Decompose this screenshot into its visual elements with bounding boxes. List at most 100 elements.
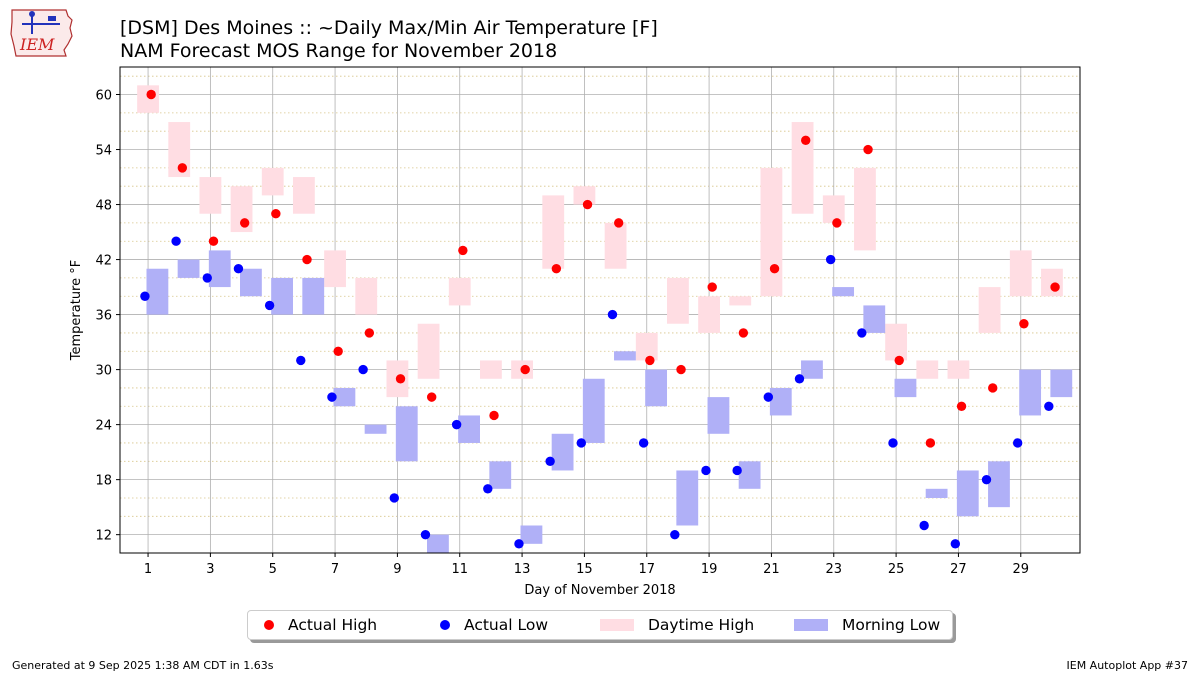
x-tick-label: 27 bbox=[950, 562, 967, 577]
actual-low-point bbox=[607, 309, 618, 320]
morning-low-bar bbox=[925, 488, 948, 498]
actual-low-point bbox=[233, 264, 244, 274]
morning-low-bar bbox=[520, 525, 543, 544]
x-tick-label: 13 bbox=[514, 562, 531, 577]
y-tick-label: 60 bbox=[95, 89, 112, 104]
actual-high-point bbox=[769, 264, 780, 274]
actual-high-point bbox=[1050, 282, 1060, 292]
x-tick-label: 7 bbox=[331, 562, 339, 577]
legend-daytime-high-swatch bbox=[600, 619, 634, 631]
actual-high-point bbox=[239, 218, 250, 228]
iem-logo: IEM bbox=[10, 9, 73, 57]
x-tick-label: 3 bbox=[206, 562, 214, 577]
legend-daytime-high: Daytime High bbox=[600, 611, 754, 639]
actual-low-point bbox=[732, 465, 742, 476]
x-tick-label: 5 bbox=[269, 562, 277, 577]
morning-low-bar bbox=[676, 470, 699, 526]
actual-points bbox=[140, 89, 1060, 549]
y-tick-label: 48 bbox=[95, 199, 112, 214]
app-credit: IEM Autoplot App #37 bbox=[1066, 659, 1189, 672]
x-tick-label: 23 bbox=[825, 562, 842, 577]
actual-low-point bbox=[701, 465, 711, 476]
x-axis-label: Day of November 2018 bbox=[524, 583, 675, 598]
daytime-high-bar bbox=[667, 277, 689, 324]
daytime-high-bar bbox=[604, 222, 627, 269]
daytime-high-bar bbox=[324, 250, 346, 288]
daytime-high-bar bbox=[168, 122, 191, 178]
actual-high-point bbox=[520, 364, 530, 375]
daytime-high-bar bbox=[199, 177, 222, 214]
morning-low-bar bbox=[1050, 369, 1073, 398]
daytime-high-bar bbox=[760, 167, 783, 297]
morning-low-ranges bbox=[146, 250, 1073, 553]
daytime-high-bar bbox=[698, 296, 720, 333]
daytime-high-bar bbox=[916, 360, 939, 379]
plot-frame bbox=[119, 66, 1081, 554]
y-tick-label: 36 bbox=[95, 309, 112, 324]
actual-low-point bbox=[1012, 438, 1023, 448]
daytime-high-bar bbox=[791, 122, 814, 214]
morning-low-bar bbox=[177, 259, 200, 278]
actual-low-point bbox=[981, 474, 992, 485]
actual-high-point bbox=[925, 438, 936, 448]
actual-high-point bbox=[208, 236, 219, 246]
morning-low-bar bbox=[956, 470, 979, 517]
actual-low-point bbox=[296, 355, 306, 366]
actual-high-point bbox=[801, 135, 811, 146]
x-tick-label: 29 bbox=[1013, 562, 1030, 577]
daytime-high-bar bbox=[542, 195, 565, 269]
morning-low-bar bbox=[395, 406, 418, 462]
legend-actual-low-marker bbox=[440, 620, 450, 630]
x-tick-label: 1 bbox=[144, 562, 152, 577]
morning-low-bar bbox=[146, 268, 169, 315]
morning-low-bar bbox=[240, 268, 262, 297]
actual-low-point bbox=[794, 374, 805, 384]
actual-low-point bbox=[483, 484, 493, 494]
morning-low-bar bbox=[427, 534, 449, 553]
actual-low-point bbox=[638, 438, 649, 448]
legend-label: Actual Low bbox=[464, 616, 549, 634]
x-tick-label: 11 bbox=[451, 562, 468, 577]
y-axis-label: Temperature °F bbox=[69, 260, 84, 361]
daytime-high-bar bbox=[417, 323, 440, 379]
morning-low-bar bbox=[645, 369, 668, 407]
morning-low-bar bbox=[333, 387, 356, 407]
morning-low-bar bbox=[863, 305, 886, 333]
actual-low-point bbox=[327, 392, 337, 402]
y-tick-label: 12 bbox=[95, 529, 112, 544]
legend-actual-low: Actual Low bbox=[440, 611, 548, 639]
actual-low-point bbox=[171, 236, 181, 246]
legend: Actual High Actual Low Daytime High Morn… bbox=[247, 610, 953, 640]
actual-low-point bbox=[825, 254, 836, 265]
actual-low-point bbox=[264, 300, 275, 311]
actual-high-point bbox=[395, 374, 406, 384]
generated-timestamp: Generated at 9 Sep 2025 1:38 AM CDT in 1… bbox=[12, 659, 274, 672]
actual-high-point bbox=[676, 364, 686, 375]
legend-label: Morning Low bbox=[842, 616, 941, 634]
actual-low-point bbox=[420, 529, 431, 540]
daytime-high-bar bbox=[573, 186, 596, 205]
x-tick-label: 9 bbox=[393, 562, 401, 577]
y-tick-label: 24 bbox=[95, 419, 112, 434]
daytime-high-bar bbox=[978, 287, 1001, 333]
actual-low-point bbox=[140, 291, 150, 301]
actual-low-point bbox=[576, 438, 586, 448]
chart-subtitle: NAM Forecast MOS Range for November 2018 bbox=[120, 40, 558, 62]
actual-high-point bbox=[271, 209, 281, 219]
daytime-high-bar bbox=[137, 85, 159, 113]
morning-low-bar bbox=[458, 415, 480, 443]
y-tick-label: 54 bbox=[95, 144, 112, 159]
actual-high-point bbox=[364, 328, 375, 338]
actual-high-point bbox=[645, 355, 655, 366]
morning-low-bar bbox=[707, 397, 730, 434]
actual-low-point bbox=[358, 364, 368, 375]
daytime-high-bar bbox=[355, 277, 378, 315]
actual-low-point bbox=[857, 328, 867, 338]
x-tick-label: 21 bbox=[763, 562, 780, 577]
daytime-high-bar bbox=[947, 360, 970, 379]
legend-actual-high-marker bbox=[264, 620, 274, 630]
morning-low-bar bbox=[489, 461, 512, 489]
actual-low-point bbox=[670, 529, 680, 540]
daytime-high-bar bbox=[1041, 268, 1063, 297]
actual-low-point bbox=[950, 539, 961, 549]
